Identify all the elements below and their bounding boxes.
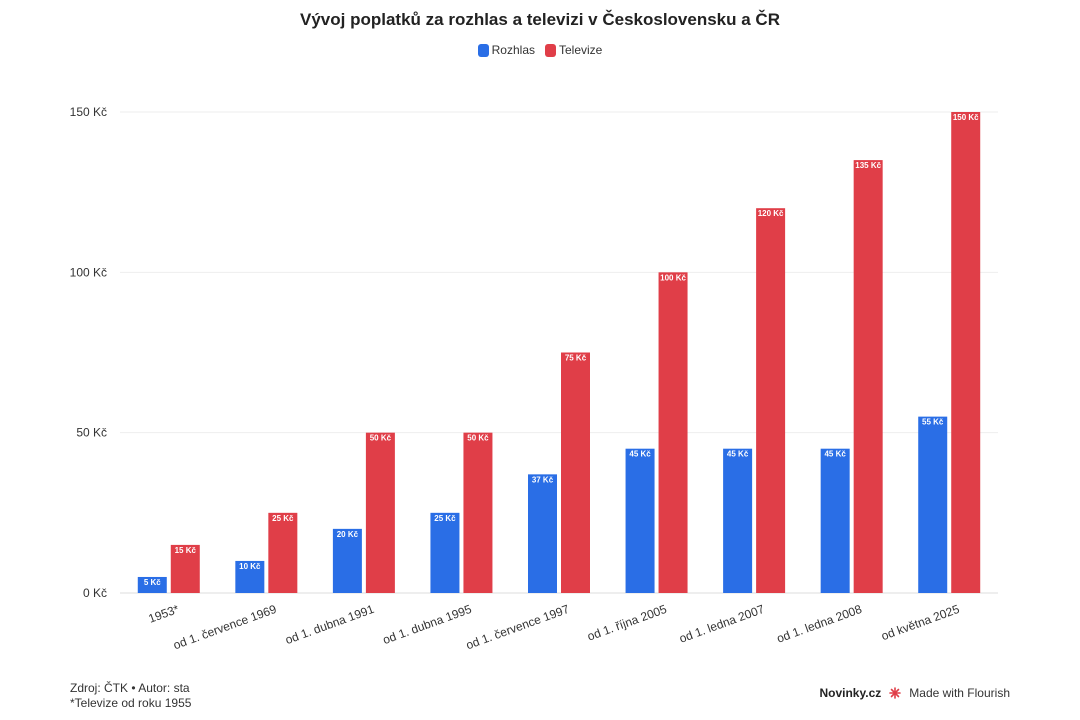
data-label: 45 Kč xyxy=(629,450,651,459)
data-label: 50 Kč xyxy=(467,434,489,443)
y-tick-label: 50 Kč xyxy=(76,426,107,440)
data-label: 5 Kč xyxy=(144,578,161,587)
legend-label-rozhlas: Rozhlas xyxy=(491,43,535,57)
legend-swatch-rozhlas xyxy=(477,43,489,57)
chart-title: Vývoj poplatků za rozhlas a televizi v Č… xyxy=(300,10,780,29)
x-tick-label: od 1. července 1997 xyxy=(464,602,571,652)
x-tick-label: od 1. dubna 1991 xyxy=(283,602,376,647)
source-text: Zdroj: ČTK • Autor: sta xyxy=(70,681,190,695)
data-label: 15 Kč xyxy=(175,546,197,555)
bar-rozhlas xyxy=(137,576,167,593)
bar-rozhlas xyxy=(235,560,265,593)
data-label: 10 Kč xyxy=(239,562,261,571)
data-label: 75 Kč xyxy=(565,354,587,363)
data-label: 25 Kč xyxy=(272,514,294,523)
data-label: 50 Kč xyxy=(370,434,392,443)
data-label: 45 Kč xyxy=(824,450,846,459)
bar-televize xyxy=(170,544,200,593)
made-with-flourish-link[interactable]: Made with Flourish xyxy=(909,686,1010,700)
x-tick-label: od 1. července 1969 xyxy=(171,602,278,652)
legend-item-rozhlas[interactable]: Rozhlas xyxy=(477,43,535,57)
bar-rozhlas xyxy=(528,474,557,593)
y-tick-label: 0 Kč xyxy=(83,586,107,600)
bar-televize xyxy=(268,512,298,593)
legend-item-televize[interactable]: Televize xyxy=(545,43,602,57)
data-label: 100 Kč xyxy=(660,273,686,282)
bar-televize xyxy=(658,272,688,593)
footer-source: Zdroj: ČTK • Autor: sta *Televize od rok… xyxy=(70,681,191,711)
bar-rozhlas xyxy=(820,448,850,593)
y-tick-label: 150 Kč xyxy=(70,105,107,119)
legend-label-televize: Televize xyxy=(559,43,603,57)
x-tick-label: od května 2025 xyxy=(879,602,961,643)
data-label: 37 Kč xyxy=(532,475,554,484)
data-label: 55 Kč xyxy=(922,418,944,427)
bar-televize xyxy=(951,112,981,593)
data-label: 20 Kč xyxy=(337,530,359,539)
bar-televize xyxy=(756,208,786,593)
data-label: 45 Kč xyxy=(727,450,749,459)
data-label: 150 Kč xyxy=(953,113,979,122)
novinky-logo[interactable]: Novinky.cz xyxy=(819,686,882,700)
bar-televize xyxy=(365,432,395,593)
data-label: 120 Kč xyxy=(758,209,784,218)
footnote-text: *Televize od roku 1955 xyxy=(70,696,192,710)
bar-rozhlas xyxy=(918,416,948,593)
x-tick-label: od 1. ledna 2007 xyxy=(677,602,766,646)
x-tick-label: od 1. dubna 1995 xyxy=(381,602,474,647)
x-tick-label: od 1. ledna 2008 xyxy=(775,602,864,646)
bar-rozhlas xyxy=(723,448,753,593)
legend: Rozhlas Televize xyxy=(0,43,1080,57)
bar-televize xyxy=(853,160,883,593)
y-tick-label: 100 Kč xyxy=(70,265,107,279)
bar-rozhlas xyxy=(332,528,362,593)
data-label: 135 Kč xyxy=(855,161,881,170)
x-tick-label: 1953* xyxy=(147,602,182,626)
footer-branding: Novinky.cz Made with Flourish xyxy=(819,686,1010,700)
bar-rozhlas xyxy=(430,512,460,593)
flourish-icon xyxy=(889,687,902,699)
bar-televize xyxy=(561,352,590,593)
data-label: 25 Kč xyxy=(434,514,456,523)
x-tick-label: od 1. října 2005 xyxy=(585,602,668,644)
legend-swatch-televize xyxy=(545,43,556,57)
bar-televize xyxy=(463,432,493,593)
bar-rozhlas xyxy=(625,448,655,593)
